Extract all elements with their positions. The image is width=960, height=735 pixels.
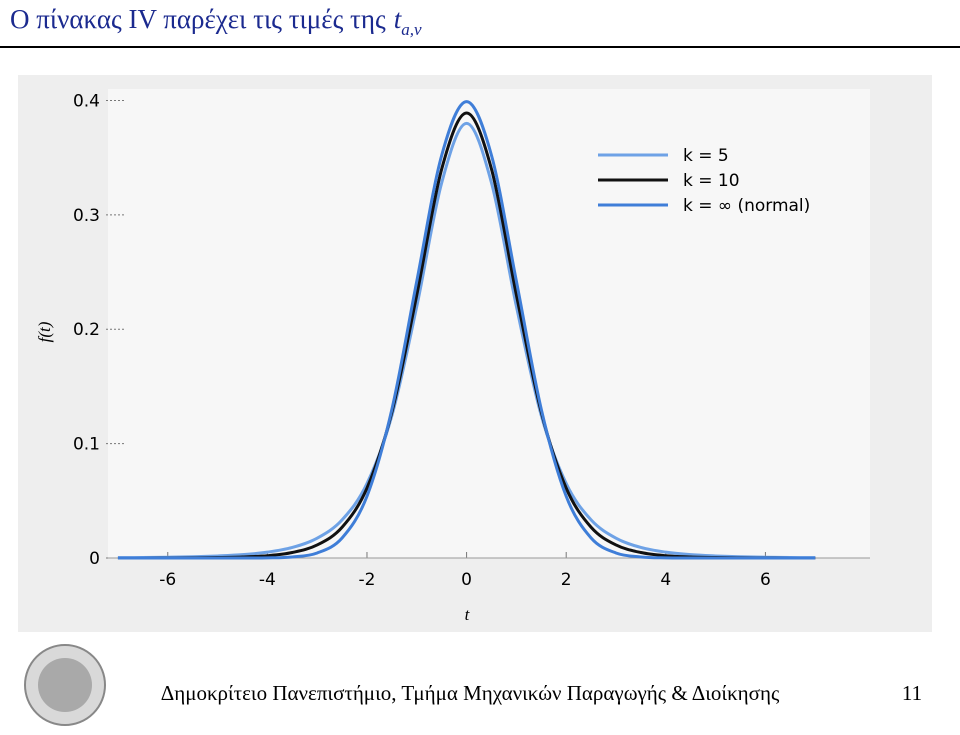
university-logo bbox=[24, 644, 106, 726]
title-subscript: a,ν bbox=[401, 20, 422, 39]
y-tick-label: 0.1 bbox=[73, 435, 100, 455]
page-number: 11 bbox=[902, 681, 922, 705]
title-symbol: t bbox=[394, 4, 403, 34]
y-tick-label: 0.2 bbox=[73, 320, 100, 340]
title-text: Ο πίνακας IV παρέχει τις τιμές της bbox=[10, 4, 386, 34]
chart: 0 0.1 0.2 0.3 0.4 -6 -4 -2 0 2 4 6 t f(t) k = 5 k = 10 k… bbox=[35, 91, 870, 624]
legend-label: k = ∞ (normal) bbox=[683, 196, 810, 216]
x-tick-label: 6 bbox=[760, 570, 771, 590]
y-tick-label: 0.4 bbox=[73, 91, 100, 111]
x-tick-label: -4 bbox=[259, 570, 276, 590]
x-tick-label: 0 bbox=[461, 570, 472, 590]
y-axis-label: f(t) bbox=[35, 321, 54, 342]
x-axis-label: t bbox=[465, 605, 471, 624]
y-tick-label: 0.3 bbox=[73, 206, 100, 226]
footer: Δημοκρίτειο Πανεπιστήμιο, Τμήμα Μηχανικώ… bbox=[161, 681, 780, 705]
y-tick-label: 0 bbox=[89, 549, 100, 569]
x-tick-label: 4 bbox=[660, 570, 671, 590]
x-tick-label: -2 bbox=[359, 570, 376, 590]
plot-area bbox=[108, 89, 870, 558]
legend-label: k = 10 bbox=[683, 171, 740, 191]
series-line bbox=[117, 121, 816, 560]
slide-title: Ο πίνακας IV παρέχει τις τιμές της ta,ν bbox=[10, 4, 422, 39]
x-tick-label: 2 bbox=[561, 570, 572, 590]
x-tick-label: -6 bbox=[159, 570, 176, 590]
legend-label: k = 5 bbox=[683, 146, 729, 166]
series-line bbox=[117, 100, 816, 560]
